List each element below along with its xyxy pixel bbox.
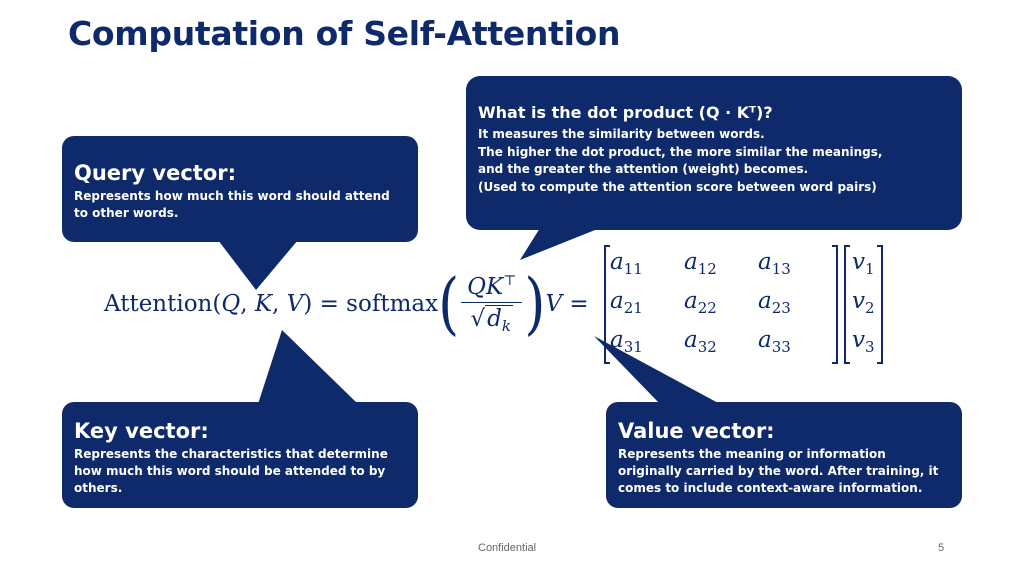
matrix-cell-base: a <box>609 248 624 275</box>
dot-product-callout: What is the dot product (Q · Kᵀ)? It mea… <box>478 102 958 196</box>
matrix-cell-sub: 12 <box>697 259 717 278</box>
matrix-cell: a11 <box>610 247 684 284</box>
formula-qk: QK <box>467 274 504 300</box>
formula-arg-v: V <box>286 291 304 317</box>
matrix-cell-sub: 32 <box>697 337 717 356</box>
formula-equals: = <box>312 291 347 317</box>
page-number: 5 <box>938 542 945 554</box>
dot-heading: What is the dot product (Q · Kᵀ)? <box>478 103 773 122</box>
formula-big-close-paren: ) <box>524 264 546 343</box>
dot-line: (Used to compute the attention score bet… <box>478 179 877 194</box>
formula-arg-q: Q <box>221 291 241 317</box>
dot-line: The higher the dot product, the more sim… <box>478 144 883 159</box>
value-callout: Value vector: Represents the meaning or … <box>618 418 958 497</box>
formula-transpose: ⊤ <box>503 273 517 289</box>
key-heading: Key vector: <box>74 419 209 443</box>
matrix-cell-base: a <box>757 287 772 314</box>
vector-cell-base: v <box>851 326 865 353</box>
matrix-cell: a13 <box>758 247 832 284</box>
vector-cell-base: v <box>851 248 865 275</box>
matrix-cell-base: a <box>683 287 698 314</box>
matrix-cell-sub: 23 <box>771 298 791 317</box>
matrix-cell-base: a <box>683 326 698 353</box>
query-line: to other words. <box>74 206 179 220</box>
vector-cell-base: v <box>851 287 865 314</box>
matrix-cell: a21 <box>610 286 684 323</box>
query-line: Represents how much this word should att… <box>74 189 390 203</box>
dot-callout-bg <box>466 76 962 230</box>
formula-numerator: QK⊤ <box>461 268 523 303</box>
matrix-cell-base: a <box>609 287 624 314</box>
value-line: Represents the meaning or information <box>618 447 886 461</box>
key-line: others. <box>74 481 123 495</box>
key-callout: Key vector: Represents the characteristi… <box>74 418 414 497</box>
matrix-cell: a31 <box>610 325 684 362</box>
formula-comma: , <box>272 291 287 317</box>
matrix-cell: a22 <box>684 286 758 323</box>
formula-v: V <box>545 291 563 317</box>
vector-cell: v1 <box>852 247 875 284</box>
matrix-cell: a33 <box>758 325 832 362</box>
matrix-cell-sub: 11 <box>623 259 643 278</box>
query-callout: Query vector: Represents how much this w… <box>74 160 414 222</box>
matrix-cell: a32 <box>684 325 758 362</box>
value-line: comes to include context-aware informati… <box>618 481 923 495</box>
matrix-cell-sub: 13 <box>771 259 791 278</box>
matrix-cell-base: a <box>609 326 624 353</box>
query-callout-pointer <box>218 240 298 290</box>
key-line: how much this word should be attended to… <box>74 464 386 478</box>
formula-big-open-paren: ( <box>438 264 460 343</box>
value-vector: v1 v2 v3 <box>843 244 883 364</box>
vector-cell: v3 <box>852 325 875 362</box>
value-callout-bg <box>606 402 962 508</box>
formula-sqrt-body: dk <box>485 305 513 335</box>
formula-open-paren: ( <box>212 291 222 317</box>
vector-cell-sub: 3 <box>864 337 875 356</box>
matrix-cell: a12 <box>684 247 758 284</box>
value-line: originally carried by the word. After tr… <box>618 464 939 478</box>
formula-equals: = <box>562 291 596 317</box>
key-callout-bg <box>62 402 418 508</box>
key-callout-pointer <box>258 330 358 404</box>
matrix-cell-sub: 33 <box>771 337 791 356</box>
attention-formula: Attention ( Q , K , V ) = softmax ( QK⊤ … <box>104 244 883 364</box>
matrix-cell-base: a <box>757 326 772 353</box>
matrix-cell-sub: 31 <box>623 337 643 356</box>
key-line: Represents the characteristics that dete… <box>74 447 388 461</box>
formula-k-sub: k <box>501 317 511 335</box>
formula-comma: , <box>240 291 255 317</box>
query-heading: Query vector: <box>74 161 237 185</box>
attention-matrix: a11 a12 a13 a21 a22 a23 a31 a32 a33 <box>603 244 838 364</box>
matrix-cell-sub: 22 <box>697 298 717 317</box>
slide-title: Computation of Self-Attention <box>68 14 621 53</box>
matrix-cell-sub: 21 <box>623 298 643 317</box>
matrix-cell: a23 <box>758 286 832 323</box>
value-heading: Value vector: <box>618 419 775 443</box>
formula-function-name: Attention <box>104 291 213 317</box>
formula-d: d <box>487 306 502 332</box>
footer-label: Confidential <box>478 542 537 554</box>
dot-line: and the greater the attention (weight) b… <box>478 162 809 176</box>
formula-close-paren: ) <box>303 291 313 317</box>
formula-softmax: softmax <box>346 291 439 317</box>
formula-fraction: QK⊤ √dk <box>461 268 523 340</box>
formula-arg-k: K <box>254 291 273 317</box>
vector-cell-sub: 1 <box>864 259 875 278</box>
formula-denominator: √dk <box>470 305 513 335</box>
dot-callout-pointer <box>520 228 600 260</box>
matrix-cell-base: a <box>757 248 772 275</box>
query-callout-bg <box>62 136 418 242</box>
dot-line: It measures the similarity between words… <box>478 127 765 141</box>
value-callout-pointer <box>594 336 720 404</box>
vector-cell-sub: 2 <box>864 298 875 317</box>
matrix-cell-base: a <box>683 248 698 275</box>
vector-cell: v2 <box>852 286 875 323</box>
